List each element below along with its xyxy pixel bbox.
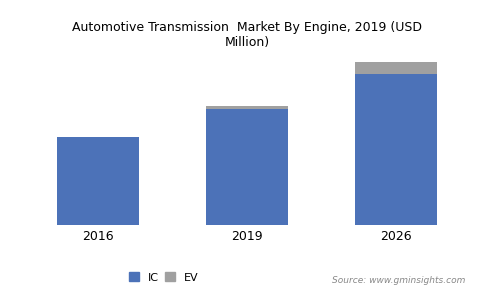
Bar bbox=[58, 137, 139, 225]
Title: Automotive Transmission  Market By Engine, 2019 (USD
Million): Automotive Transmission Market By Engine… bbox=[72, 22, 422, 50]
Bar bbox=[206, 109, 288, 225]
Legend: IC, EV: IC, EV bbox=[129, 272, 198, 283]
Bar bbox=[355, 73, 437, 225]
Bar bbox=[355, 62, 437, 73]
Text: Source: www.gminsights.com: Source: www.gminsights.com bbox=[332, 276, 466, 285]
Bar bbox=[206, 106, 288, 109]
